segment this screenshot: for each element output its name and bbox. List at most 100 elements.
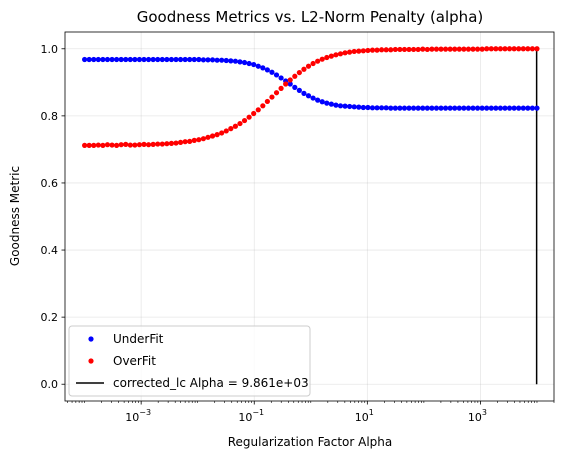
point-underfit <box>356 105 361 110</box>
point-overfit <box>146 142 151 147</box>
point-overfit <box>210 133 215 138</box>
point-underfit <box>119 57 124 62</box>
legend-label-overfit: OverFit <box>113 354 156 368</box>
point-overfit <box>457 47 462 52</box>
point-overfit <box>420 47 425 52</box>
point-underfit <box>169 57 174 62</box>
point-underfit <box>210 57 215 62</box>
point-underfit <box>160 57 165 62</box>
point-overfit <box>247 115 252 120</box>
legend-label-underfit: UnderFit <box>113 332 164 346</box>
legend-marker-underfit <box>88 336 93 341</box>
point-overfit <box>87 143 92 148</box>
point-underfit <box>114 57 119 62</box>
point-overfit <box>466 47 471 52</box>
point-underfit <box>324 101 329 106</box>
point-overfit <box>534 46 539 51</box>
point-overfit <box>251 111 256 116</box>
point-overfit <box>237 121 242 126</box>
point-overfit <box>164 141 169 146</box>
point-underfit <box>192 57 197 62</box>
point-underfit <box>416 106 421 111</box>
point-overfit <box>516 46 521 51</box>
point-underfit <box>393 106 398 111</box>
y-tick-label: 0.6 <box>41 177 59 190</box>
point-overfit <box>82 143 87 148</box>
point-underfit <box>205 57 210 62</box>
point-overfit <box>301 67 306 72</box>
point-overfit <box>461 47 466 52</box>
y-tick-label: 0.4 <box>41 244 59 257</box>
point-underfit <box>260 65 265 70</box>
point-underfit <box>402 106 407 111</box>
point-underfit <box>512 106 517 111</box>
point-underfit <box>525 106 530 111</box>
point-overfit <box>493 46 498 51</box>
point-overfit <box>416 47 421 52</box>
point-underfit <box>196 57 201 62</box>
point-underfit <box>448 106 453 111</box>
point-underfit <box>397 106 402 111</box>
point-overfit <box>160 141 165 146</box>
point-underfit <box>338 103 343 108</box>
point-overfit <box>256 107 261 112</box>
point-underfit <box>498 106 503 111</box>
point-overfit <box>434 47 439 52</box>
point-overfit <box>480 47 485 52</box>
point-overfit <box>521 46 526 51</box>
point-overfit <box>283 81 288 86</box>
point-underfit <box>265 67 270 72</box>
point-underfit <box>489 106 494 111</box>
point-underfit <box>502 106 507 111</box>
point-underfit <box>215 58 220 63</box>
point-overfit <box>365 48 370 53</box>
point-overfit <box>530 46 535 51</box>
chart-title: Goodness Metrics vs. L2-Norm Penalty (al… <box>137 8 484 26</box>
point-overfit <box>393 47 398 52</box>
point-underfit <box>242 60 247 65</box>
point-underfit <box>256 64 261 69</box>
point-underfit <box>146 57 151 62</box>
point-overfit <box>269 94 274 99</box>
point-underfit <box>475 106 480 111</box>
point-underfit <box>438 106 443 111</box>
point-overfit <box>119 142 124 147</box>
point-underfit <box>96 57 101 62</box>
point-underfit <box>365 105 370 110</box>
point-overfit <box>155 141 160 146</box>
point-overfit <box>288 77 293 82</box>
point-underfit <box>87 57 92 62</box>
y-tick-label: 0.2 <box>41 311 59 324</box>
point-underfit <box>406 106 411 111</box>
point-underfit <box>530 106 535 111</box>
point-underfit <box>132 57 137 62</box>
point-underfit <box>183 57 188 62</box>
point-overfit <box>219 130 224 135</box>
point-underfit <box>233 59 238 64</box>
point-underfit <box>278 75 283 80</box>
point-overfit <box>173 140 178 145</box>
point-underfit <box>507 106 512 111</box>
point-underfit <box>361 105 366 110</box>
point-overfit <box>196 137 201 142</box>
point-underfit <box>484 106 489 111</box>
point-underfit <box>384 105 389 110</box>
point-overfit <box>329 54 334 59</box>
point-overfit <box>484 46 489 51</box>
point-overfit <box>502 46 507 51</box>
point-underfit <box>342 104 347 109</box>
point-underfit <box>155 57 160 62</box>
point-underfit <box>379 105 384 110</box>
point-overfit <box>361 48 366 53</box>
point-underfit <box>480 106 485 111</box>
point-overfit <box>347 50 352 55</box>
point-overfit <box>187 139 192 144</box>
point-overfit <box>132 142 137 147</box>
point-overfit <box>128 142 133 147</box>
point-underfit <box>141 57 146 62</box>
point-underfit <box>292 85 297 90</box>
point-overfit <box>443 47 448 52</box>
point-overfit <box>274 90 279 95</box>
point-underfit <box>269 70 274 75</box>
point-overfit <box>224 128 229 133</box>
